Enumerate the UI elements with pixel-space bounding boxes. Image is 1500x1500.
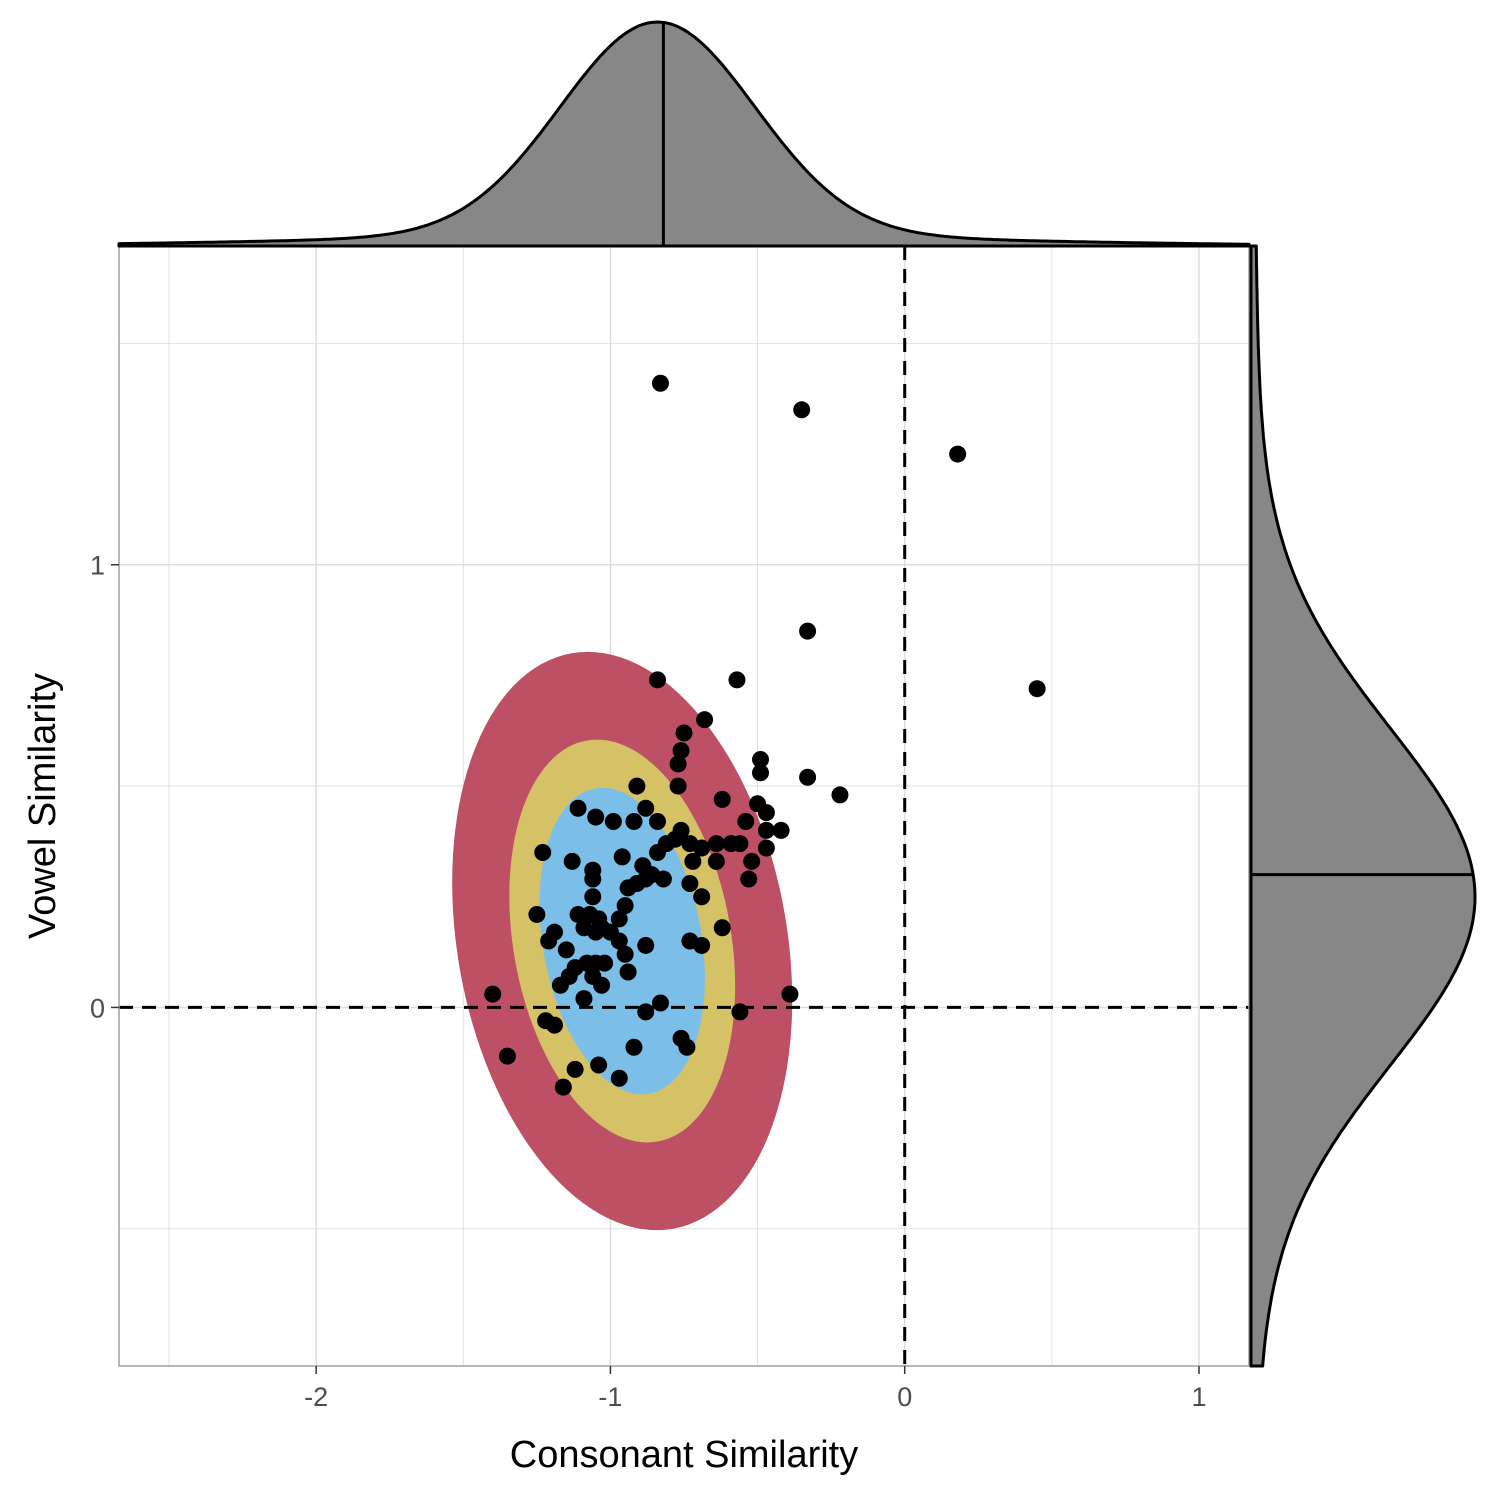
data-point <box>752 764 770 782</box>
data-point <box>546 1016 564 1034</box>
data-point <box>587 808 605 826</box>
y-tick-label: 0 <box>90 993 105 1023</box>
data-point <box>610 1069 628 1087</box>
data-point <box>757 839 775 857</box>
data-point <box>534 843 552 861</box>
data-point <box>651 994 669 1012</box>
x-tick-label: 1 <box>1191 1382 1206 1412</box>
y-axis-title: Vowel Similarity <box>22 673 64 939</box>
data-point <box>1028 680 1046 698</box>
data-point <box>713 919 731 937</box>
data-point <box>619 963 637 981</box>
x-axis-title: Consonant Similarity <box>510 1434 858 1476</box>
data-point <box>649 843 667 861</box>
x-marginal-density <box>117 20 1251 248</box>
data-point <box>616 897 634 915</box>
data-point <box>707 852 725 870</box>
y-axis-ticks: 01 <box>90 551 119 1023</box>
data-point <box>637 1003 655 1021</box>
x-density-curve <box>117 20 1251 248</box>
y-tick-label: 1 <box>90 551 105 581</box>
data-point <box>554 1078 572 1096</box>
data-point <box>678 1038 696 1056</box>
data-point <box>593 976 611 994</box>
data-point <box>737 812 755 830</box>
data-point <box>728 671 746 689</box>
data-point <box>731 1003 749 1021</box>
data-point <box>713 790 731 808</box>
data-point <box>540 932 558 950</box>
data-point <box>584 888 602 906</box>
data-point <box>590 1056 608 1074</box>
data-point <box>575 990 593 1008</box>
data-point <box>569 905 587 923</box>
x-tick-label: 0 <box>897 1382 912 1412</box>
data-point <box>949 445 967 463</box>
data-point <box>649 671 667 689</box>
data-point <box>584 870 602 888</box>
data-point <box>731 835 749 853</box>
data-point <box>651 374 669 392</box>
data-point <box>613 848 631 866</box>
data-point <box>625 1038 643 1056</box>
data-point <box>672 742 690 760</box>
data-point <box>693 888 711 906</box>
x-tick-label: -2 <box>304 1382 328 1412</box>
data-point <box>563 852 581 870</box>
y-density-curve <box>1249 244 1477 1368</box>
data-point <box>628 874 646 892</box>
data-point <box>587 954 605 972</box>
data-point <box>675 724 693 742</box>
x-axis-ticks: -2 -1 0 1 <box>304 1366 1206 1412</box>
data-point <box>781 985 799 1003</box>
data-point <box>654 870 672 888</box>
data-point <box>693 936 711 954</box>
data-point <box>707 835 725 853</box>
y-marginal-density <box>1249 244 1477 1368</box>
data-point <box>752 751 770 769</box>
data-point <box>681 874 699 892</box>
data-point <box>669 777 687 795</box>
data-point <box>616 945 634 963</box>
data-point <box>625 812 643 830</box>
data-point <box>637 936 655 954</box>
data-point <box>696 711 714 729</box>
data-point <box>551 976 569 994</box>
data-point <box>569 799 587 817</box>
data-point <box>528 905 546 923</box>
x-tick-label: -1 <box>598 1382 622 1412</box>
data-point <box>757 821 775 839</box>
data-point <box>637 799 655 817</box>
data-point <box>604 812 622 830</box>
reference-lines <box>119 246 1249 1366</box>
data-point <box>684 852 702 870</box>
data-points <box>484 374 1046 1096</box>
data-point <box>793 401 811 419</box>
data-point <box>799 768 817 786</box>
data-point <box>628 777 646 795</box>
data-point <box>484 985 502 1003</box>
data-point <box>831 786 849 804</box>
data-point <box>610 932 628 950</box>
data-point <box>693 839 711 857</box>
data-point <box>557 941 575 959</box>
data-point <box>669 755 687 773</box>
data-point <box>757 804 775 822</box>
data-point <box>799 622 817 640</box>
data-point <box>587 923 605 941</box>
data-point <box>498 1047 516 1065</box>
data-point <box>740 870 758 888</box>
data-point <box>772 821 790 839</box>
data-point <box>566 1060 584 1078</box>
data-point <box>649 812 667 830</box>
data-point <box>610 910 628 928</box>
data-point <box>743 852 761 870</box>
